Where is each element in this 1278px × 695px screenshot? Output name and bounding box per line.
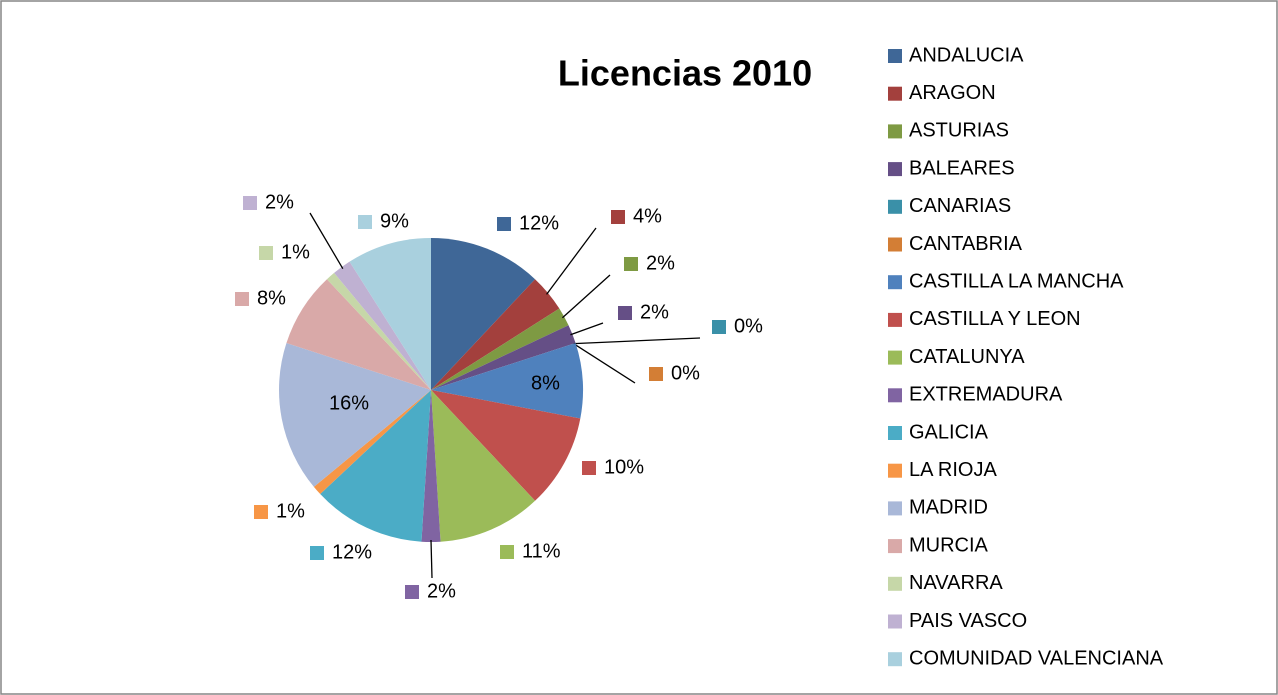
data-label: 12% xyxy=(332,541,372,563)
label-swatch xyxy=(649,367,663,381)
data-label: 2% xyxy=(265,191,294,213)
legend-swatch xyxy=(888,237,902,252)
pie-slice xyxy=(431,390,536,542)
legend-label: MURCIA xyxy=(909,534,989,556)
legend-label: ASTURIAS xyxy=(909,120,1009,142)
data-label: 4% xyxy=(633,205,662,227)
data-label: 10% xyxy=(604,456,644,478)
label-swatch xyxy=(259,246,273,260)
label-swatch xyxy=(235,292,249,306)
legend-label: CANTABRIA xyxy=(909,233,1023,255)
leader-line xyxy=(562,274,611,319)
pie-slice xyxy=(286,279,431,390)
data-label: 2% xyxy=(646,252,675,274)
legend-swatch xyxy=(888,86,902,101)
legend-swatch xyxy=(888,49,902,63)
legend-label: CATALUNYA xyxy=(909,346,1025,368)
legend-label: LA RIOJA xyxy=(909,459,997,481)
leader-line xyxy=(309,212,344,269)
legend-label: CANARIAS xyxy=(909,195,1011,217)
label-swatch xyxy=(254,505,268,519)
label-swatch xyxy=(405,585,419,599)
legend-label: ANDALUCIA xyxy=(909,44,1024,66)
legend-label: BALEARES xyxy=(909,157,1015,179)
data-label: 1% xyxy=(281,241,310,263)
legend-label: CASTILLA Y LEON xyxy=(909,308,1081,330)
chart-title: Licencias 2010 xyxy=(558,53,812,94)
pie-slice xyxy=(431,308,569,390)
label-swatch xyxy=(500,545,514,559)
pie-slice xyxy=(313,390,431,495)
data-label: 9% xyxy=(380,210,409,232)
label-swatch xyxy=(712,320,726,334)
label-swatch xyxy=(582,461,596,475)
legend-label: NAVARRA xyxy=(909,572,1003,594)
data-label: 2% xyxy=(427,580,456,602)
legend-swatch xyxy=(888,539,902,554)
legend-swatch xyxy=(888,124,902,139)
data-label: 11% xyxy=(522,540,561,562)
legend-swatch xyxy=(888,275,902,290)
pie-slice xyxy=(431,279,560,390)
legend-swatch xyxy=(888,312,902,327)
legend-swatch xyxy=(888,162,902,177)
label-swatch xyxy=(497,217,511,231)
legend-label: ARAGON xyxy=(909,82,996,104)
pie-slice xyxy=(334,261,431,390)
pie-slice xyxy=(431,343,583,419)
pie-slice xyxy=(320,390,431,542)
label-swatch xyxy=(358,215,372,229)
pie-slice xyxy=(326,272,431,390)
leader-line xyxy=(573,343,636,384)
legend-swatch xyxy=(888,501,902,516)
data-label: 2% xyxy=(640,301,669,323)
data-label: 0% xyxy=(734,315,763,337)
legend-swatch xyxy=(888,388,902,403)
legend-label: PAIS VASCO xyxy=(909,610,1027,632)
data-label: 1% xyxy=(276,500,305,522)
legend-swatch xyxy=(888,576,902,591)
data-label: 8% xyxy=(257,287,286,309)
pie-slice xyxy=(431,325,576,390)
leader-line xyxy=(546,227,597,295)
legend-label: MADRID xyxy=(909,497,988,519)
legend-label: GALICIA xyxy=(909,421,989,443)
data-label: 8% xyxy=(531,372,560,394)
label-swatch xyxy=(624,257,638,271)
legend-label: COMUNIDAD VALENCIANA xyxy=(909,647,1164,669)
legend-swatch xyxy=(888,350,902,365)
legend-swatch xyxy=(888,426,902,440)
data-label: 0% xyxy=(671,362,700,384)
data-label: 16% xyxy=(329,392,369,414)
pie-slice xyxy=(431,238,536,390)
legend-swatch xyxy=(888,463,902,478)
leader-line xyxy=(573,337,701,345)
pie-slice xyxy=(279,343,431,487)
label-swatch xyxy=(611,210,625,224)
legend-swatch xyxy=(888,199,902,214)
pie-slice xyxy=(431,390,581,501)
pie-slice xyxy=(349,238,431,390)
label-swatch xyxy=(618,306,632,320)
legend-swatch xyxy=(888,614,902,629)
label-swatch xyxy=(310,546,324,560)
pie-slice xyxy=(421,390,441,542)
leader-line xyxy=(570,322,604,336)
data-label: 12% xyxy=(519,212,559,234)
legend-label: CASTILLA LA MANCHA xyxy=(909,270,1124,292)
legend-label: EXTREMADURA xyxy=(909,384,1063,406)
leader-line xyxy=(430,539,433,579)
label-swatch xyxy=(243,196,257,210)
legend-swatch xyxy=(888,652,902,667)
